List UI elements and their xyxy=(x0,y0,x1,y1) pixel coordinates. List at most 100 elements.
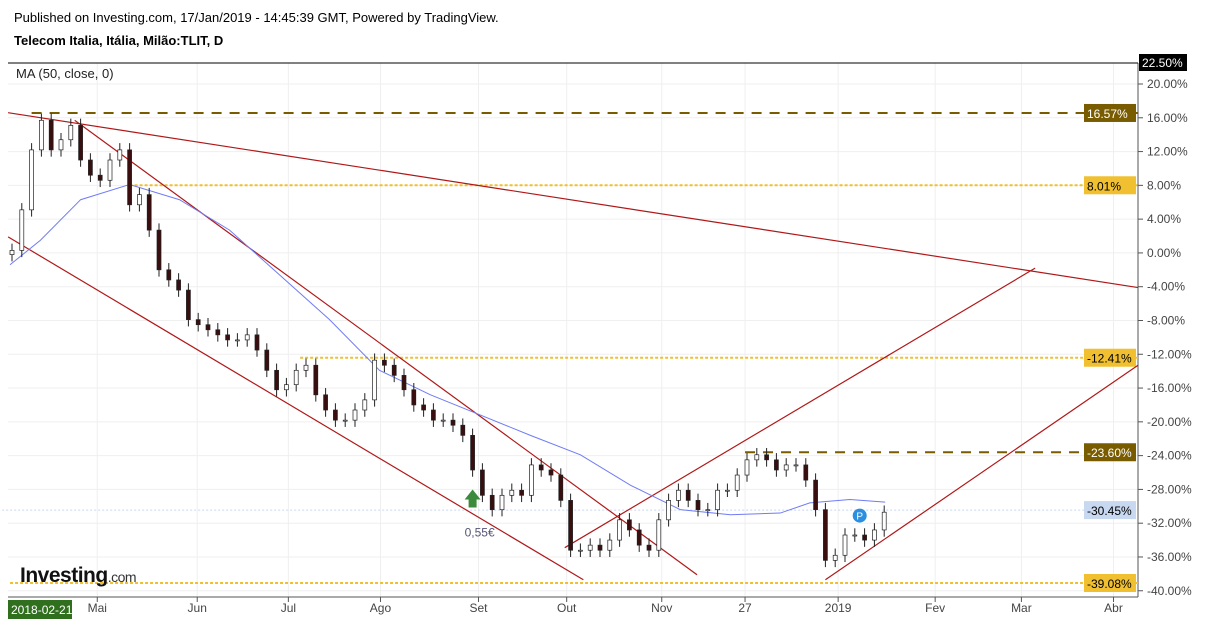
candle-up xyxy=(705,509,711,512)
candle-down xyxy=(195,319,201,326)
candle-down xyxy=(558,474,564,501)
y-tick-label: -12.00% xyxy=(1147,347,1192,361)
candle-up xyxy=(107,159,113,181)
buy-arrow-icon xyxy=(464,489,481,508)
p-badge-icon xyxy=(852,508,867,523)
candle-up xyxy=(725,489,730,492)
candle-up xyxy=(440,419,446,422)
candle-up xyxy=(9,250,15,255)
x-tick-label: Nov xyxy=(651,601,672,615)
candle-down xyxy=(813,479,818,511)
x-tick-label: 27 xyxy=(738,601,752,615)
candle-down xyxy=(450,419,456,426)
level-badge xyxy=(1084,103,1136,122)
candle-down xyxy=(205,324,211,331)
trend-line xyxy=(825,364,1139,581)
level-badge xyxy=(1084,348,1136,367)
candle-down xyxy=(470,435,475,471)
candle-down xyxy=(597,544,603,551)
level-badge xyxy=(1084,176,1136,195)
candle-down xyxy=(274,369,279,391)
candle-up xyxy=(342,419,348,422)
max-badge xyxy=(1139,54,1187,71)
candle-down xyxy=(480,469,485,496)
candle-down xyxy=(166,269,172,281)
level-badge xyxy=(1084,443,1136,462)
candle-up xyxy=(832,554,838,561)
candle-down xyxy=(88,159,93,176)
candle-down xyxy=(646,544,652,551)
candle-up xyxy=(744,459,750,476)
candle-down xyxy=(48,119,54,151)
candle-down xyxy=(225,334,230,341)
candle-up xyxy=(783,464,789,471)
candle-down xyxy=(431,409,436,421)
level-label: 16.57% xyxy=(1087,107,1128,121)
ma-line xyxy=(9,183,886,516)
candle-up xyxy=(587,544,593,551)
candle-up xyxy=(58,139,64,151)
candle-up xyxy=(666,500,671,521)
y-tick-label: 20.00% xyxy=(1147,77,1188,91)
price-note: 0,55€ xyxy=(465,526,495,540)
candle-down xyxy=(568,500,573,551)
candle-up xyxy=(872,529,877,541)
candle-down xyxy=(127,149,132,206)
x-tick-label: Jul xyxy=(281,601,296,615)
candle-up xyxy=(39,119,44,151)
candle-up xyxy=(499,494,505,511)
x-tick-label: Fev xyxy=(925,601,945,615)
candle-up xyxy=(617,519,622,541)
candle-down xyxy=(823,509,828,561)
candle-up xyxy=(793,464,799,467)
trend-line xyxy=(7,112,1139,289)
level-badge xyxy=(1084,501,1136,520)
candle-down xyxy=(774,459,779,471)
level-label: 8.01% xyxy=(1087,179,1121,193)
candle-up xyxy=(578,549,583,552)
y-tick-label: -36.00% xyxy=(1147,550,1192,564)
candle-up xyxy=(362,399,368,411)
level-label: -23.60% xyxy=(1087,446,1132,460)
candle-down xyxy=(411,389,417,406)
candle-down xyxy=(401,375,407,391)
candle-up xyxy=(117,149,123,161)
candle-down xyxy=(391,364,397,376)
level-badge xyxy=(1084,573,1136,592)
candle-up xyxy=(372,359,377,401)
y-tick-label: -40.00% xyxy=(1147,584,1192,598)
x-tick-label: 2019 xyxy=(825,601,852,615)
candle-up xyxy=(529,464,534,496)
trend-line xyxy=(74,119,698,576)
y-tick-label: 16.00% xyxy=(1147,111,1188,125)
candle-down xyxy=(421,404,426,411)
candle-up xyxy=(842,534,848,556)
trend-line xyxy=(7,236,584,581)
candle-up xyxy=(293,369,299,386)
candle-down xyxy=(78,125,83,161)
candle-up xyxy=(29,149,34,211)
x-tick-label: Ago xyxy=(370,601,392,615)
indicator-label: MA (50, close, 0) xyxy=(16,66,114,81)
candle-up xyxy=(509,489,515,496)
candle-up xyxy=(352,409,358,421)
x-tick-label: Mai xyxy=(88,601,107,615)
candle-down xyxy=(156,229,162,271)
candle-up xyxy=(19,209,25,251)
candle-up xyxy=(656,519,662,551)
candle-down xyxy=(254,334,260,351)
candle-up xyxy=(303,364,309,371)
logo-suffix: .com xyxy=(107,569,137,585)
level-label: -39.08% xyxy=(1087,577,1132,591)
date-label: 2018-02-21 xyxy=(11,603,73,617)
x-tick-label: Set xyxy=(469,601,488,615)
candle-down xyxy=(176,279,181,291)
y-tick-label: -16.00% xyxy=(1147,381,1192,395)
candle-down xyxy=(97,174,103,181)
candle-down xyxy=(186,289,191,320)
candle-down xyxy=(313,364,319,396)
candle-down xyxy=(538,464,544,471)
candle-down xyxy=(146,194,152,231)
candle-up xyxy=(852,534,858,537)
